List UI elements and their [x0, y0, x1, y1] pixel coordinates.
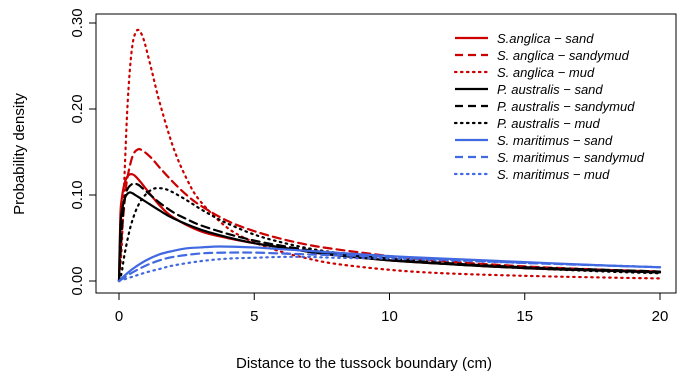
series-line-3 [117, 28, 662, 283]
legend-label: S. maritimus − mud [497, 167, 610, 182]
legend-label: S. anglica − mud [497, 65, 595, 80]
series-line-6 [117, 186, 662, 283]
legend-label: P. australis − mud [497, 116, 601, 131]
x-tick-label: 20 [652, 308, 669, 325]
legend-label: S. anglica − sandymud [497, 48, 630, 63]
legend-label: P. australis − sand [497, 82, 603, 97]
legend: S.anglica − sand S. anglica − sandymud S. … [453, 31, 645, 182]
y-tick-label: 0.10 [69, 180, 86, 209]
plot-border [95, 13, 677, 294]
y-tick-label: 0.00 [69, 266, 86, 295]
x-tick-label: 0 [115, 308, 123, 325]
y-tick-label: 0.20 [69, 94, 86, 123]
legend-label: S.anglica − sand [497, 31, 594, 46]
series-line-5 [117, 182, 662, 283]
y-axis-title: Probability density [11, 93, 28, 215]
series-line-4 [117, 191, 662, 283]
x-axis: 0 5 10 15 20 [115, 293, 669, 325]
series-line-2 [117, 148, 662, 283]
series-layer [117, 28, 662, 283]
plot-frame [95, 13, 677, 294]
legend-label: P. australis − sandymud [497, 99, 635, 114]
series-line-7 [117, 245, 662, 283]
series-line-9 [117, 255, 662, 283]
x-tick-label: 5 [250, 308, 258, 325]
x-tick-label: 10 [381, 308, 398, 325]
legend-label: S. maritimus − sandymud [497, 150, 645, 165]
y-tick-label: 0.30 [69, 8, 86, 37]
x-tick-label: 15 [516, 308, 533, 325]
legend-label: S. maritimus − sand [497, 133, 613, 148]
y-axis: 0.00 0.10 0.20 0.30 [69, 8, 96, 296]
x-axis-title: Distance to the tussock boundary (cm) [236, 355, 492, 372]
series-line-8 [117, 251, 662, 283]
